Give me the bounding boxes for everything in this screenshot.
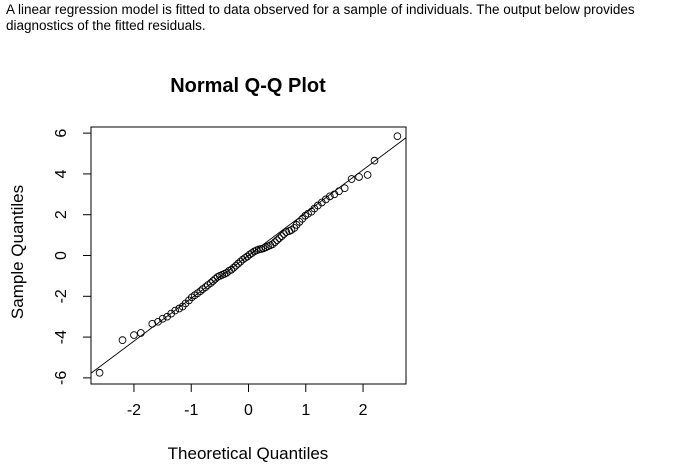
x-axis: -2 -1 0 1 2 [127,383,368,419]
y-axis: -6 -4 -2 0 2 4 6 [53,129,92,385]
data-point [363,171,372,179]
data-point [347,175,356,183]
data-point [95,368,104,377]
data-point [229,263,238,272]
chart-title: Normal Q-Q Plot [170,75,326,97]
x-tick-label: 1 [301,402,310,419]
data-point [370,156,379,165]
data-point [234,259,243,268]
data-point [236,257,245,266]
question-text: A linear regression model is fitted to d… [6,2,696,34]
y-tick-label: 6 [53,129,70,138]
data-point [273,236,281,245]
data-point [232,261,240,270]
data-point [158,314,167,323]
y-tick-label: 2 [53,210,70,219]
x-tick-label: 0 [244,402,253,419]
data-point [277,232,286,240]
x-axis-label: Theoretical Quantiles [168,444,329,463]
plot-area [90,126,407,385]
data-point [325,192,334,201]
data-point [136,329,145,337]
data-point [355,173,363,181]
data-point [196,287,205,296]
x-tick-label: 2 [359,402,368,419]
y-tick-label: -2 [53,289,70,303]
x-tick-label: -2 [127,402,141,419]
data-point [270,238,279,247]
y-tick-label: -4 [53,330,70,344]
y-tick-label: 4 [53,169,70,178]
data-point [268,240,277,249]
y-axis-label: Sample Quantiles [8,185,27,319]
x-tick-label: -1 [184,402,198,419]
data-point [201,283,210,291]
data-point [148,319,157,328]
y-tick-label: 0 [53,251,70,260]
data-point [248,249,256,257]
question-line-2: diagnostics of the fitted residuals. [6,18,206,33]
data-point [393,132,402,141]
data-point [171,306,180,315]
data-point [118,336,127,344]
data-point [340,184,349,193]
y-tick-label: -6 [53,371,70,385]
data-point [227,265,236,274]
data-point [206,279,215,287]
data-point [209,277,217,285]
qq-reference-line [90,137,407,374]
data-point [275,234,284,243]
question-line-1: A linear regression model is fitted to d… [6,2,635,17]
data-point [130,331,138,339]
